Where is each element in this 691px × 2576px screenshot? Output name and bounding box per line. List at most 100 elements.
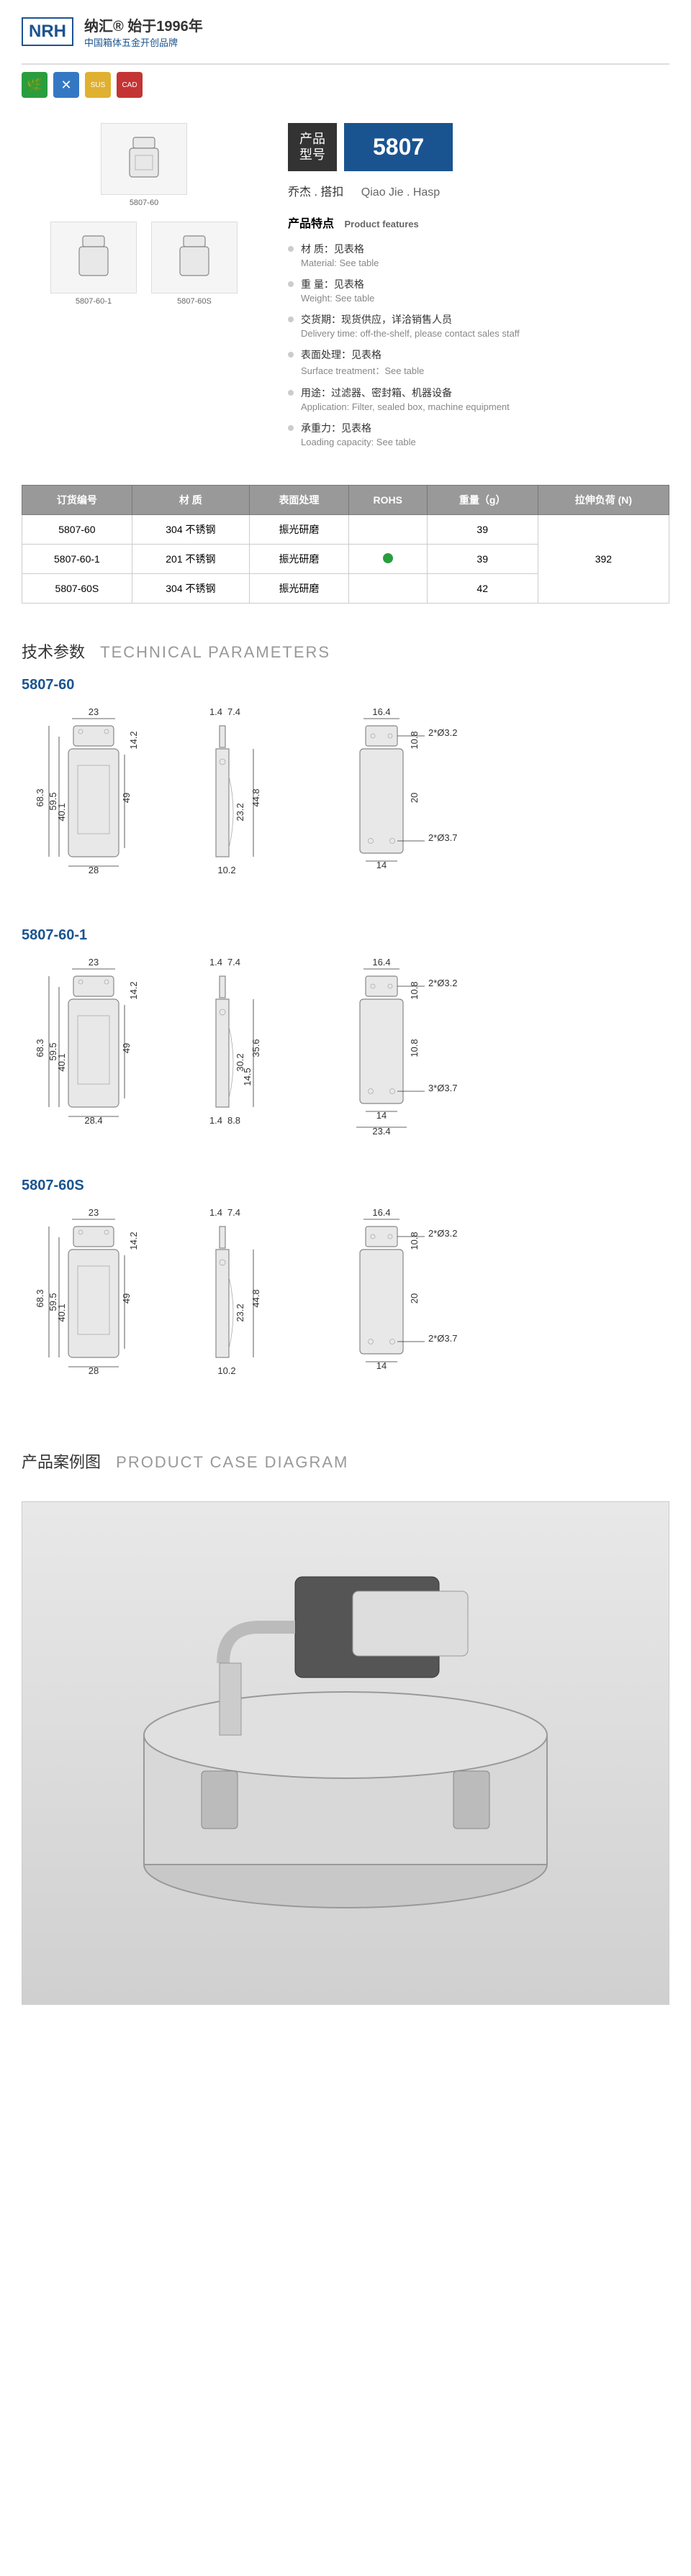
svg-text:7.4: 7.4 xyxy=(227,957,240,968)
divider xyxy=(22,63,669,65)
svg-text:3*Ø3.7: 3*Ø3.7 xyxy=(428,1083,457,1093)
cell: 5807-60-1 xyxy=(22,545,132,574)
case-title-en: PRODUCT CASE DIAGRAM xyxy=(116,1453,348,1471)
features-title: 产品特点 Product features xyxy=(288,214,669,231)
cell: 201 不锈钢 xyxy=(132,545,249,574)
cell: 39 xyxy=(427,545,538,574)
model-row: 产品 型号 5807 xyxy=(288,123,669,171)
spec-header: 拉伸负荷 (N) xyxy=(538,486,669,515)
tech-params-title: 技术参数 TECHNICAL PARAMETERS xyxy=(0,618,691,677)
svg-text:2*Ø3.7: 2*Ø3.7 xyxy=(428,832,457,843)
case-section xyxy=(0,1487,691,2019)
model-number: 5807 xyxy=(344,123,453,171)
feature-item: 交货期：现货供应，详洽销售人员 Delivery time: off-the-s… xyxy=(288,312,669,339)
side-view: 1.4 7.4 35.6 30.2 14.51.48.8 xyxy=(194,955,288,1156)
feature-text: 重 量：见表格 Weight: See table xyxy=(301,277,374,304)
tech-title-cn: 技术参数 xyxy=(22,643,85,661)
table-row: 5807-60 304 不锈钢 振光研磨 39392 xyxy=(22,515,669,545)
back-view: 16.4 2*Ø3.2 10.8 10.8 3*Ø3.7 14 23.4 xyxy=(317,955,461,1156)
case-title-cn: 产品案例图 xyxy=(22,1453,101,1471)
spec-header: 材 质 xyxy=(132,486,249,515)
svg-text:1.4: 1.4 xyxy=(209,957,222,968)
bullet-icon xyxy=(288,281,294,287)
feature-cn: 承重力：见表格 xyxy=(301,421,416,435)
svg-text:10.8: 10.8 xyxy=(409,732,420,750)
feature-cn: 用途：过滤器、密封箱、机器设备 xyxy=(301,386,510,400)
svg-text:44.8: 44.8 xyxy=(250,1290,261,1308)
feature-text: 表面处理：见表格 Surface treatment：See table xyxy=(301,347,424,377)
svg-text:16.4: 16.4 xyxy=(372,957,390,968)
thumb-img xyxy=(101,123,187,195)
svg-text:10.2: 10.2 xyxy=(217,865,235,875)
features-title-cn: 产品特点 xyxy=(288,218,334,230)
svg-text:14.2: 14.2 xyxy=(128,732,139,750)
feature-text: 承重力：见表格 Loading capacity: See table xyxy=(301,421,416,447)
feature-item: 承重力：见表格 Loading capacity: See table xyxy=(288,421,669,447)
cert-icon: 🌿 xyxy=(22,72,48,98)
bullet-icon xyxy=(288,425,294,431)
logo-badge: NRH xyxy=(22,17,73,46)
cell xyxy=(348,574,427,604)
spec-header: ROHS xyxy=(348,486,427,515)
thumb: 5807-60S xyxy=(151,222,238,306)
cell: 振光研磨 xyxy=(249,574,348,604)
tech-title-en: TECHNICAL PARAMETERS xyxy=(100,643,330,661)
svg-text:14.5: 14.5 xyxy=(242,1068,253,1086)
feature-cn: 重 量：见表格 xyxy=(301,277,374,291)
cell: 392 xyxy=(538,515,669,604)
feature-item: 用途：过滤器、密封箱、机器设备 Application: Filter, sea… xyxy=(288,386,669,412)
cell: 42 xyxy=(427,574,538,604)
thumb: 5807-60-1 xyxy=(50,222,137,306)
svg-text:10.8: 10.8 xyxy=(409,1232,420,1250)
svg-text:40.1: 40.1 xyxy=(56,1304,67,1322)
bullet-icon xyxy=(288,390,294,396)
svg-text:44.8: 44.8 xyxy=(250,789,261,807)
bullet-icon xyxy=(288,317,294,322)
features-list: 材 质：见表格 Material: See table 重 量：见表格 Weig… xyxy=(288,242,669,447)
svg-text:7.4: 7.4 xyxy=(227,706,240,717)
feature-cn: 交货期：现货供应，详洽销售人员 xyxy=(301,312,520,327)
svg-text:10.8: 10.8 xyxy=(409,1039,420,1057)
logo-text: 纳汇® 始于1996年 中国箱体五金开创品牌 xyxy=(84,14,203,49)
svg-text:23.2: 23.2 xyxy=(235,804,245,822)
rohs-dot-icon xyxy=(383,553,393,563)
spec-header: 订货编号 xyxy=(22,486,132,515)
svg-text:14.2: 14.2 xyxy=(128,982,139,1000)
svg-text:2*Ø3.2: 2*Ø3.2 xyxy=(428,1228,457,1239)
bullet-icon xyxy=(288,246,294,252)
param-model-name: 5807-60 xyxy=(22,677,669,693)
svg-text:23.2: 23.2 xyxy=(235,1304,245,1322)
side-view: 1.4 7.4 44.8 23.2 10.2 xyxy=(194,704,288,906)
svg-text:14.2: 14.2 xyxy=(128,1232,139,1250)
cell: 5807-60 xyxy=(22,515,132,545)
thumb: 5807-60 xyxy=(101,123,187,207)
param-block: 5807-60-1 23 68.3 59.5 40.1 49 14.2 28.4… xyxy=(0,927,691,1178)
thumb-label: 5807-60 xyxy=(130,199,158,207)
svg-text:68.3: 68.3 xyxy=(35,1039,45,1057)
feature-cn: 表面处理：见表格 xyxy=(301,347,424,362)
cell: 304 不锈钢 xyxy=(132,574,249,604)
back-view: 16.4 2*Ø3.2 10.8 20 2*Ø3.7 14 xyxy=(317,704,461,906)
svg-text:10.2: 10.2 xyxy=(217,1365,235,1376)
svg-text:68.3: 68.3 xyxy=(35,1290,45,1308)
param-model-name: 5807-60S xyxy=(22,1178,669,1194)
param-views: 23 68.3 59.5 40.1 49 14.2 28 1.4 7.4 44.… xyxy=(22,1205,669,1406)
feature-item: 重 量：见表格 Weight: See table xyxy=(288,277,669,304)
spec-table: 订货编号材 质表面处理ROHS重量（g）拉伸负荷 (N) 5807-60 304… xyxy=(22,485,669,604)
svg-text:20: 20 xyxy=(409,793,420,803)
cell: 5807-60S xyxy=(22,574,132,604)
feature-en: Surface treatment：See table xyxy=(301,363,424,377)
svg-text:35.6: 35.6 xyxy=(250,1039,261,1057)
thumb-label: 5807-60-1 xyxy=(76,297,112,306)
feature-en: Delivery time: off-the-shelf, please con… xyxy=(301,328,520,339)
side-view: 1.4 7.4 44.8 23.2 10.2 xyxy=(194,1205,288,1406)
param-block: 5807-60 23 68.3 59.5 40.1 49 14.2 28 1.4… xyxy=(0,677,691,927)
svg-text:16.4: 16.4 xyxy=(372,1207,390,1218)
features-title-en: Product features xyxy=(344,219,418,229)
thumb-label: 5807-60S xyxy=(177,297,212,306)
subtitle: 乔杰 . 搭扣 Qiao Jie . Hasp xyxy=(288,182,669,199)
svg-text:49: 49 xyxy=(121,793,132,803)
product-images: 5807-60 5807-60-1 5807-60S xyxy=(22,123,266,456)
feature-item: 材 质：见表格 Material: See table xyxy=(288,242,669,268)
cell: 304 不锈钢 xyxy=(132,515,249,545)
